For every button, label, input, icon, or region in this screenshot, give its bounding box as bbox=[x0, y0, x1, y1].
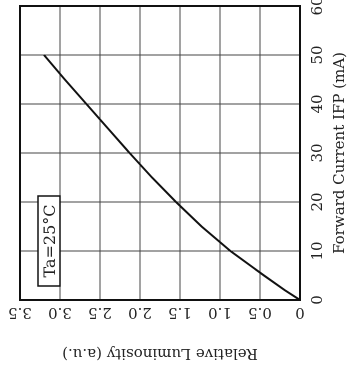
x-tick-label-4: 40 bbox=[308, 94, 326, 113]
data-series-line bbox=[43, 54, 301, 301]
x-axis-label: Forward Current IFP (mA) bbox=[330, 52, 348, 254]
x-tick-label-1: 10 bbox=[308, 241, 326, 260]
y-tick-label-3: 1.5 bbox=[168, 304, 192, 322]
y-tick-label-0: 0 bbox=[295, 304, 305, 322]
y-tick-label-2: 1.0 bbox=[208, 304, 232, 322]
x-tick-label-6: 60 bbox=[308, 0, 326, 16]
y-tick-label-6: 3.0 bbox=[48, 304, 72, 322]
x-tick-label-2: 20 bbox=[308, 192, 326, 211]
x-tick-label-3: 30 bbox=[308, 143, 326, 162]
annotation-label: Ta=25°C bbox=[40, 205, 59, 278]
x-tick-label-5: 50 bbox=[308, 45, 326, 64]
temperature-annotation: Ta=25°C bbox=[37, 195, 61, 287]
x-tick-labels: 0 10 20 30 40 50 60 bbox=[308, 0, 326, 305]
grid-lines bbox=[20, 6, 300, 300]
y-tick-labels: 0 0.5 1.0 1.5 2.0 2.5 3.0 3.5 bbox=[8, 304, 305, 322]
y-tick-label-5: 2.5 bbox=[88, 304, 112, 322]
y-axis-label: Relative Luminosity (a.u.) bbox=[62, 345, 258, 363]
y-tick-label-1: 0.5 bbox=[248, 304, 272, 322]
y-tick-label-7: 3.5 bbox=[8, 304, 32, 322]
x-tick-label-0: 0 bbox=[308, 295, 326, 305]
y-tick-label-4: 2.0 bbox=[128, 304, 152, 322]
plot-frame bbox=[19, 5, 301, 301]
